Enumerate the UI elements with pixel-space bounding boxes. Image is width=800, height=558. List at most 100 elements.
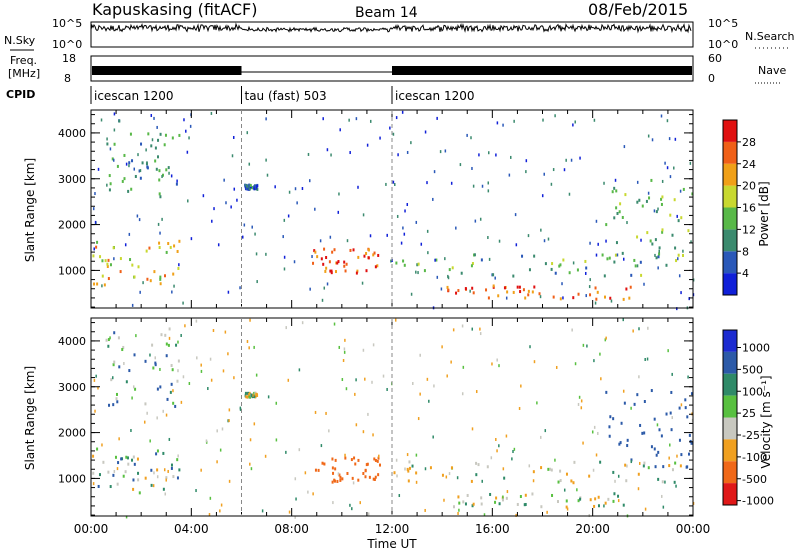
data-point bbox=[149, 353, 151, 357]
data-point bbox=[455, 291, 458, 295]
data-point bbox=[227, 419, 229, 423]
data-point bbox=[162, 451, 165, 455]
data-point bbox=[162, 487, 165, 491]
data-point bbox=[487, 189, 490, 193]
colorbar-segment bbox=[723, 207, 737, 230]
data-point bbox=[322, 262, 325, 266]
data-point bbox=[92, 454, 95, 458]
data-point bbox=[643, 431, 646, 435]
data-point bbox=[329, 235, 332, 239]
data-point bbox=[150, 114, 153, 118]
data-point bbox=[461, 392, 464, 396]
data-point bbox=[639, 260, 642, 264]
data-point bbox=[483, 513, 486, 517]
data-point bbox=[589, 278, 591, 282]
data-point bbox=[464, 287, 467, 291]
data-point bbox=[339, 128, 341, 132]
data-point bbox=[400, 241, 403, 245]
data-point bbox=[156, 475, 159, 479]
data-point bbox=[331, 480, 334, 484]
data-point bbox=[113, 360, 116, 364]
data-point bbox=[559, 479, 562, 483]
data-point bbox=[647, 134, 650, 138]
data-point bbox=[357, 255, 360, 259]
data-point bbox=[363, 254, 366, 258]
colorbar-segment bbox=[723, 163, 737, 186]
data-point bbox=[434, 258, 436, 262]
data-point bbox=[341, 477, 344, 481]
data-point bbox=[479, 327, 481, 331]
data-point bbox=[249, 393, 252, 397]
data-point bbox=[544, 262, 547, 266]
data-point bbox=[393, 471, 396, 475]
data-point bbox=[511, 457, 513, 461]
data-point bbox=[110, 378, 113, 382]
data-point bbox=[109, 336, 111, 340]
data-point bbox=[107, 258, 110, 262]
data-point bbox=[349, 503, 351, 507]
data-point bbox=[678, 438, 681, 442]
data-point bbox=[314, 250, 317, 254]
data-point bbox=[487, 236, 489, 240]
data-point bbox=[227, 352, 229, 356]
data-point bbox=[488, 257, 491, 261]
data-point bbox=[376, 264, 379, 268]
data-point bbox=[373, 457, 376, 461]
data-point bbox=[667, 349, 669, 353]
data-point bbox=[662, 465, 665, 469]
data-point bbox=[686, 465, 689, 469]
data-point bbox=[682, 253, 685, 257]
data-point bbox=[674, 137, 677, 141]
data-point bbox=[527, 293, 530, 297]
data-point bbox=[331, 250, 334, 254]
colorbar-tick-label: 25 bbox=[742, 407, 756, 420]
data-point bbox=[515, 513, 517, 517]
data-point bbox=[650, 178, 653, 182]
data-point bbox=[395, 261, 398, 265]
data-point bbox=[577, 499, 580, 503]
data-point bbox=[662, 505, 665, 509]
nsky-panel bbox=[90, 21, 694, 48]
data-point bbox=[339, 478, 342, 482]
colorbar-segment bbox=[723, 141, 737, 164]
data-point bbox=[494, 500, 497, 504]
data-point bbox=[165, 250, 168, 254]
data-point bbox=[670, 428, 673, 432]
data-point bbox=[623, 401, 626, 405]
colorbar-tick-label: -25 bbox=[742, 429, 760, 442]
data-point bbox=[136, 214, 139, 218]
data-point bbox=[92, 482, 95, 486]
data-point bbox=[338, 192, 340, 196]
data-point bbox=[608, 425, 611, 429]
data-point bbox=[324, 269, 327, 273]
data-point bbox=[316, 255, 319, 259]
data-point bbox=[448, 268, 451, 272]
data-point bbox=[682, 187, 685, 191]
colorbar-tick-label: 100 bbox=[742, 385, 763, 398]
x-tick-label: 16:00 bbox=[475, 522, 510, 536]
power-ylabel: Slant Range [km] bbox=[23, 158, 37, 262]
data-point bbox=[492, 273, 495, 277]
data-point bbox=[624, 193, 627, 197]
data-point bbox=[622, 389, 625, 393]
data-point bbox=[584, 271, 587, 275]
data-point bbox=[661, 494, 663, 498]
data-point bbox=[613, 186, 616, 190]
data-point bbox=[195, 319, 198, 323]
data-point bbox=[97, 167, 100, 171]
data-point bbox=[333, 248, 336, 252]
data-point bbox=[113, 128, 116, 132]
data-point bbox=[164, 133, 167, 137]
data-point bbox=[657, 207, 659, 211]
data-point bbox=[112, 363, 115, 367]
colorbar-tick-label: 500 bbox=[742, 363, 763, 376]
data-point bbox=[673, 166, 675, 170]
data-point bbox=[471, 286, 474, 290]
data-point bbox=[419, 392, 421, 396]
data-point bbox=[148, 246, 151, 250]
data-point bbox=[374, 265, 377, 269]
data-point bbox=[332, 501, 334, 505]
data-point bbox=[680, 403, 683, 407]
data-point bbox=[162, 409, 164, 413]
data-point bbox=[419, 353, 421, 357]
